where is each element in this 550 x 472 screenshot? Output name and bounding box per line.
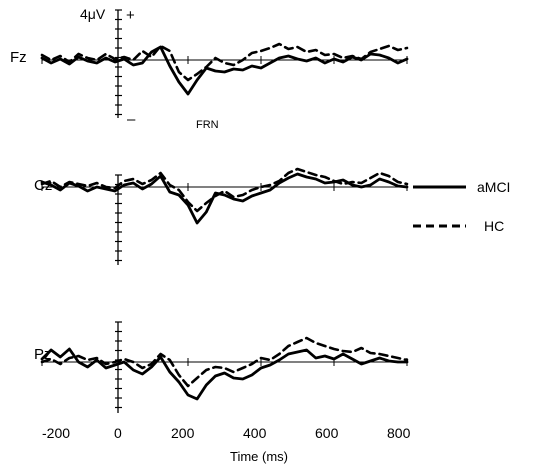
series-line-amci: [40, 347, 409, 401]
legend-label-hc: HC: [484, 218, 504, 234]
series-line-amci: [40, 172, 409, 225]
series-line-amci: [40, 45, 409, 96]
legend: aMCI HC: [413, 179, 510, 234]
x-tick-label: 800: [387, 425, 411, 441]
panel-cz: Cz: [34, 167, 409, 265]
legend-label-amci: aMCI: [477, 179, 510, 195]
site-label-fz: Fz: [10, 49, 27, 66]
negative-polarity-label: –: [127, 111, 136, 128]
panel-fz: Fz 4μV + – FRN: [10, 6, 409, 131]
x-axis-title: Time (ms): [230, 449, 288, 464]
series-line-hc: [40, 167, 409, 213]
positive-polarity-label: +: [126, 7, 135, 24]
series-line-hc: [40, 336, 409, 388]
site-label-pz: Pz: [34, 346, 52, 363]
x-tick-label: 0: [114, 425, 122, 441]
frn-annotation: FRN: [196, 119, 219, 131]
x-tick-label: 400: [243, 425, 267, 441]
scale-unit-label: 4μV: [80, 6, 106, 22]
x-tick-label: -200: [42, 425, 70, 441]
series-line-hc: [40, 42, 409, 82]
x-tick-label: 200: [171, 425, 195, 441]
x-tick-labels: -200 0 200 400 600 800: [42, 425, 411, 441]
x-tick-label: 600: [315, 425, 339, 441]
panel-pz: Pz: [34, 321, 409, 413]
